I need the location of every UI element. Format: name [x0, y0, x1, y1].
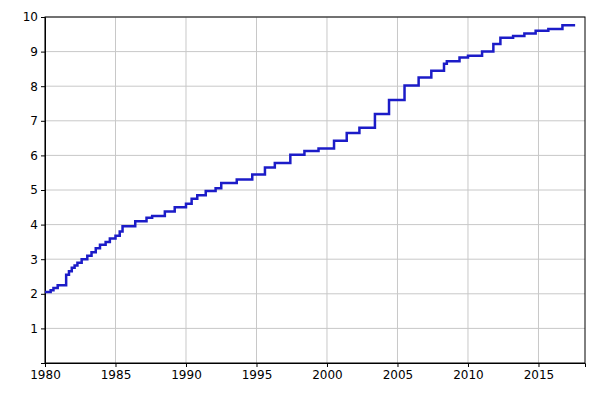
tick-mark — [256, 363, 257, 367]
tick-mark — [41, 328, 45, 329]
grid-line — [45, 120, 585, 121]
tick-mark — [41, 294, 45, 295]
tick: 2010 — [453, 363, 484, 382]
y-axis: 1 2 3 4 5 6 7 8 9 10 — [23, 10, 46, 363]
grid-line — [45, 86, 585, 87]
tick-label: 2 — [30, 287, 38, 301]
tick: 10 — [23, 10, 45, 24]
tick-label: 2000 — [312, 368, 343, 382]
tick: 5 — [30, 183, 45, 197]
grid-line — [45, 190, 585, 191]
x-axis: 1980 1985 1990 1995 2000 2005 2010 2015 — [30, 363, 585, 382]
tick-label: 1 — [30, 322, 38, 336]
grid-line — [45, 293, 585, 294]
tick-label: 8 — [30, 80, 38, 94]
tick-mark — [41, 86, 45, 87]
tick-mark — [41, 259, 45, 260]
tick: 4 — [30, 218, 45, 232]
tick-mark — [41, 190, 45, 191]
tick-mark — [41, 225, 45, 226]
plot: 1980 1985 1990 1995 2000 2005 2010 2015 1 2 3 4 5 6 7 8… — [23, 10, 586, 381]
tick-label: 3 — [30, 253, 38, 267]
tick-label: 10 — [23, 10, 38, 24]
tick-label: 2015 — [524, 368, 555, 382]
tick-label: 9 — [30, 45, 38, 59]
tick: 1 — [30, 322, 45, 336]
tick: 9 — [30, 45, 45, 59]
tick-mark — [41, 121, 45, 122]
tick-mark — [41, 155, 45, 156]
tick-label: 1990 — [171, 368, 202, 382]
tick-label: 4 — [30, 218, 38, 232]
tick-mark — [186, 363, 187, 367]
marks — [45, 25, 575, 292]
tick: 7 — [30, 114, 45, 128]
tick-label: 6 — [30, 149, 38, 163]
tick: 3 — [30, 253, 45, 267]
tick: 2005 — [383, 363, 414, 382]
tick-label: 2005 — [383, 368, 414, 382]
tick: 8 — [30, 80, 45, 94]
axis-line — [41, 18, 46, 364]
tick: 2 — [30, 287, 45, 301]
tick: 1980 — [30, 363, 61, 382]
series-line — [45, 25, 575, 292]
tick: 6 — [30, 149, 45, 163]
tick-mark — [397, 363, 398, 367]
chart: 1980 1985 1990 1995 2000 2005 2010 2015 1 2 3 4 5 6 7 8… — [0, 0, 600, 400]
tick: 2000 — [312, 363, 343, 382]
tick-mark — [41, 17, 45, 18]
tick: 2015 — [524, 363, 555, 382]
grid — [45, 17, 585, 363]
tick-mark — [468, 363, 469, 367]
tick-label: 2010 — [453, 368, 484, 382]
tick-label: 1985 — [101, 368, 132, 382]
tick-mark — [538, 363, 539, 367]
grid-line — [45, 51, 585, 52]
grid-line — [45, 328, 585, 329]
tick-label: 5 — [30, 183, 38, 197]
tick: 1995 — [242, 363, 273, 382]
grid-line — [45, 224, 585, 225]
grid-line — [45, 259, 585, 260]
tick-mark — [115, 363, 116, 367]
tick: 1990 — [171, 363, 202, 382]
tick-label: 1980 — [30, 368, 61, 382]
tick-mark — [327, 363, 328, 367]
tick-mark — [41, 52, 45, 53]
grid-line — [45, 155, 585, 156]
tick: 1985 — [101, 363, 132, 382]
plot-frame — [45, 17, 585, 363]
axis-line — [46, 364, 586, 368]
tick-label: 7 — [30, 114, 38, 128]
tick-label: 1995 — [242, 368, 273, 382]
